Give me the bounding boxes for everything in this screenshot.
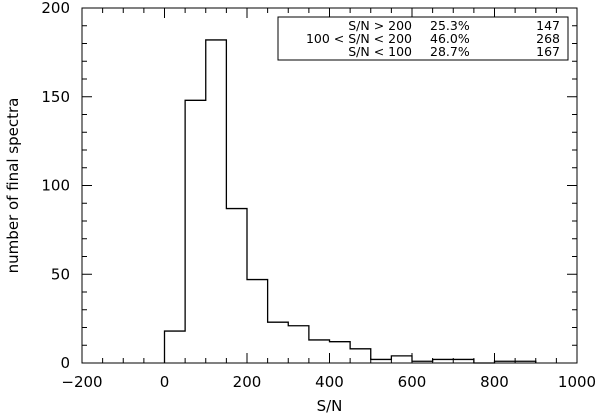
y-tick-label: 100 bbox=[41, 177, 70, 195]
x-tick-label: 0 bbox=[160, 373, 170, 391]
x-tick-label: 800 bbox=[480, 373, 509, 391]
legend-percent: 25.3% bbox=[430, 18, 470, 33]
y-tick-labels: 0 50 100 150 200 bbox=[41, 0, 70, 372]
legend-count: 167 bbox=[536, 44, 560, 59]
legend-box bbox=[277, 16, 569, 61]
y-tick-label: 200 bbox=[41, 0, 70, 17]
legend-count: 147 bbox=[536, 18, 560, 33]
histogram-outline bbox=[163, 39, 537, 364]
legend-count: 268 bbox=[536, 31, 560, 46]
plot-frame bbox=[81, 7, 578, 364]
x-tick-label: 200 bbox=[233, 373, 262, 391]
x-tick-label: 400 bbox=[315, 373, 344, 391]
y-tick-label: 150 bbox=[41, 88, 70, 106]
x-tick-label: −200 bbox=[61, 373, 102, 391]
x-tick-label: 1000 bbox=[558, 373, 596, 391]
axis-ticks bbox=[81, 7, 578, 364]
legend-percent: 46.0% bbox=[430, 31, 470, 46]
stats-legend: S/N > 200 25.3% 147 100 < S/N < 200 46.0% 268… bbox=[277, 16, 569, 61]
y-axis-label: number of final spectra bbox=[4, 98, 22, 274]
x-tick-labels: −200 0 200 400 600 800 1000 bbox=[61, 373, 596, 391]
legend-label: S/N < 100 bbox=[348, 44, 412, 59]
x-axis-label: S/N bbox=[317, 397, 343, 415]
x-tick-label: 600 bbox=[398, 373, 427, 391]
y-tick-label: 0 bbox=[60, 354, 70, 372]
legend-percent: 28.7% bbox=[430, 44, 470, 59]
legend-label: 100 < S/N < 200 bbox=[306, 31, 412, 46]
y-tick-label: 50 bbox=[51, 265, 70, 283]
legend-label: S/N > 200 bbox=[348, 18, 412, 33]
